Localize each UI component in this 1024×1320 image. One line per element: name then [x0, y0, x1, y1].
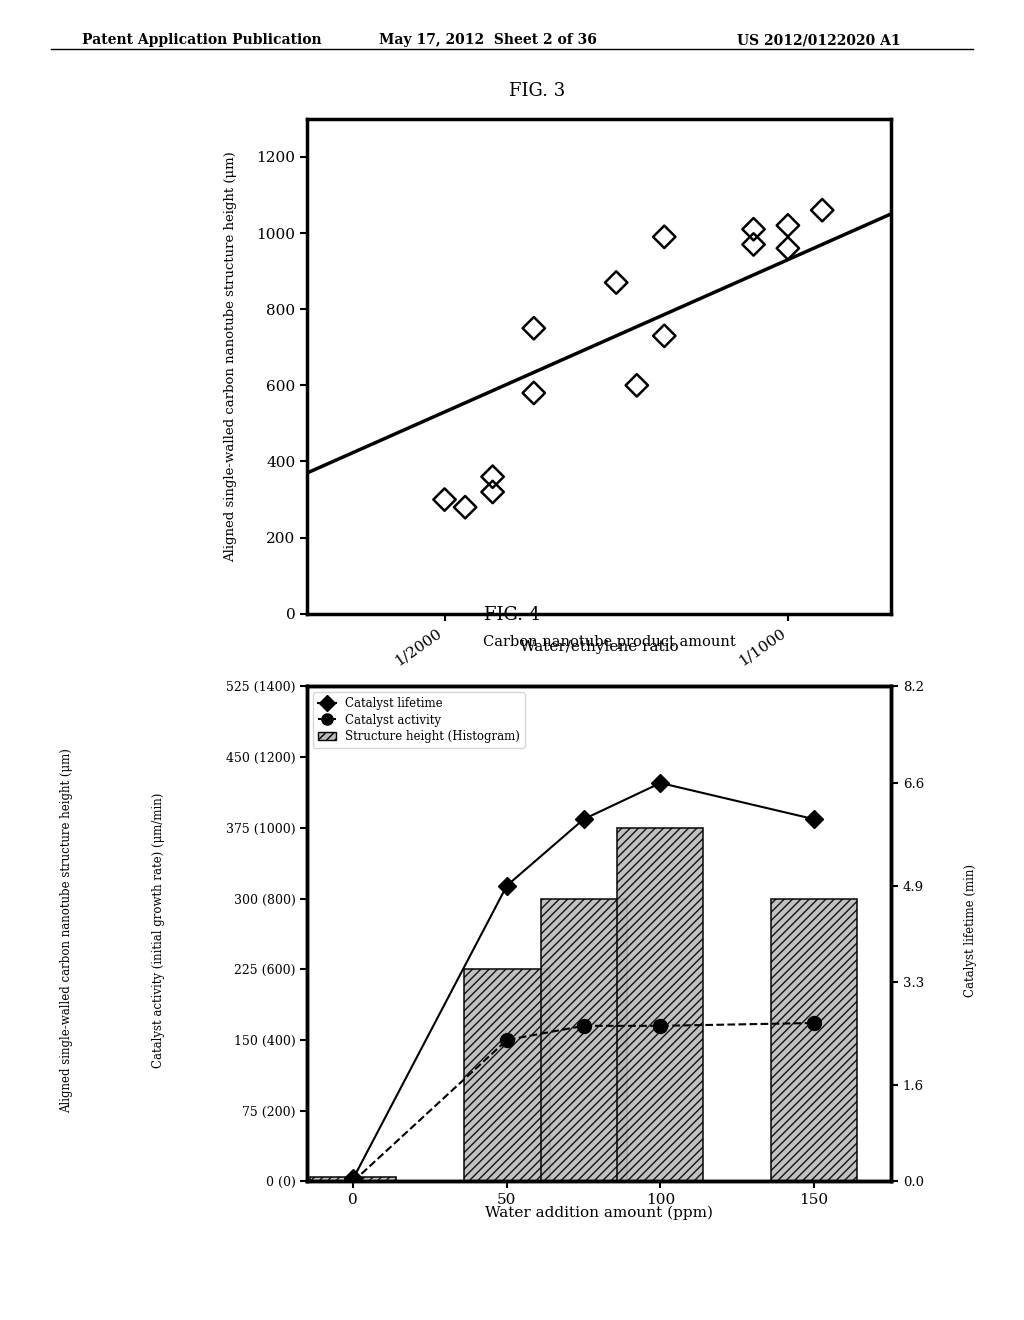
Text: Patent Application Publication: Patent Application Publication: [82, 33, 322, 48]
Text: FIG. 3: FIG. 3: [510, 82, 565, 100]
Bar: [464, 969, 550, 1181]
Text: May 17, 2012  Sheet 2 of 36: May 17, 2012 Sheet 2 of 36: [379, 33, 597, 48]
Text: Aligned single-walled carbon nanotube structure height (μm): Aligned single-walled carbon nanotube st…: [224, 150, 237, 562]
Point: [656, 226, 673, 247]
Point: [656, 325, 673, 346]
Point: [745, 234, 762, 255]
Bar: [617, 828, 703, 1181]
Point: [525, 318, 542, 339]
Text: Water/ethylene ratio: Water/ethylene ratio: [520, 640, 678, 655]
Text: FIG. 4: FIG. 4: [484, 606, 540, 624]
Text: US 2012/0122020 A1: US 2012/0122020 A1: [737, 33, 901, 48]
Text: Catalyst lifetime (min): Catalyst lifetime (min): [965, 865, 977, 997]
Point: [436, 488, 453, 510]
Point: [814, 199, 830, 220]
Point: [779, 238, 796, 259]
Point: [779, 215, 796, 236]
Text: Aligned single-walled carbon nanotube structure height (μm): Aligned single-walled carbon nanotube st…: [60, 748, 73, 1113]
Point: [745, 219, 762, 240]
Bar: [771, 899, 857, 1181]
Point: [525, 383, 542, 404]
Text: Catalyst activity (initial growth rate) (μm/min): Catalyst activity (initial growth rate) …: [153, 793, 165, 1068]
Text: Water addition amount (ppm): Water addition amount (ppm): [485, 1205, 713, 1220]
Point: [608, 272, 625, 293]
Point: [484, 466, 501, 487]
Bar: [541, 899, 627, 1181]
Bar: [310, 1176, 396, 1181]
Legend: Catalyst lifetime, Catalyst activity, Structure height (Histogram): Catalyst lifetime, Catalyst activity, St…: [313, 692, 524, 748]
Point: [484, 482, 501, 503]
Text: Carbon nanotube product amount: Carbon nanotube product amount: [483, 635, 735, 649]
Point: [629, 375, 645, 396]
Point: [457, 496, 473, 517]
